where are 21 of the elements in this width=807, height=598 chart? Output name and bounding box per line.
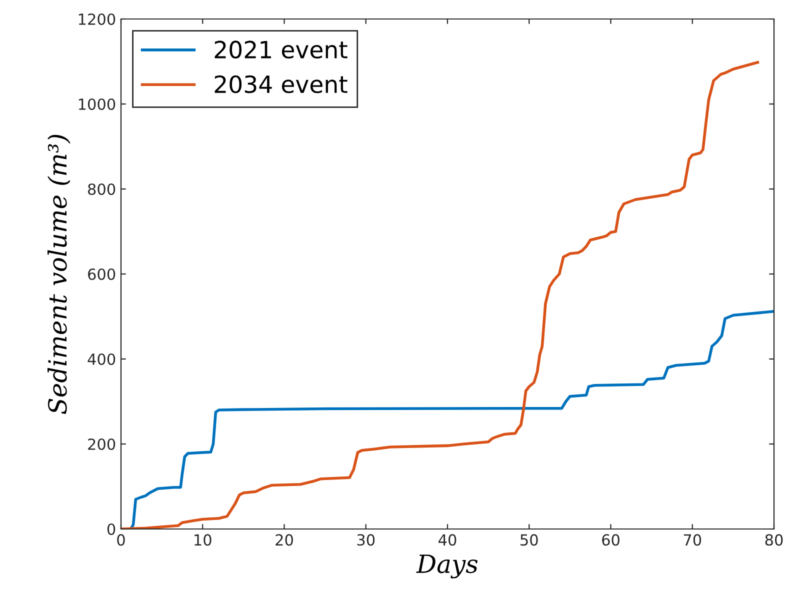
x-tick-label: 70 <box>684 534 702 546</box>
legend-label: 2021 event <box>214 40 348 59</box>
y-tick-label: 400 <box>88 353 116 366</box>
x-tick-label: 20 <box>276 534 293 546</box>
y-tick-label: 1200 <box>78 13 116 26</box>
x-tick-label: 60 <box>602 534 620 546</box>
y-tick-label: 0 <box>107 523 116 536</box>
y-tick-label: 800 <box>88 183 116 196</box>
x-tick-label: 10 <box>194 534 212 546</box>
y-tick-label: 600 <box>88 268 116 280</box>
x-tick-label: 0 <box>117 534 125 546</box>
x-axis-title: Days <box>416 554 478 578</box>
x-tick-label: 50 <box>520 534 538 546</box>
y-tick-label: 200 <box>88 438 116 450</box>
y-tick-label: 1000 <box>78 98 116 110</box>
legend-label: 2034 event <box>214 75 348 94</box>
line-series <box>121 60 760 529</box>
y-axis-title: Sediment volume (m³) <box>48 134 70 414</box>
x-tick-label: 40 <box>438 534 456 546</box>
x-tick-label: 30 <box>357 534 375 546</box>
x-tick-label: 80 <box>765 534 783 546</box>
